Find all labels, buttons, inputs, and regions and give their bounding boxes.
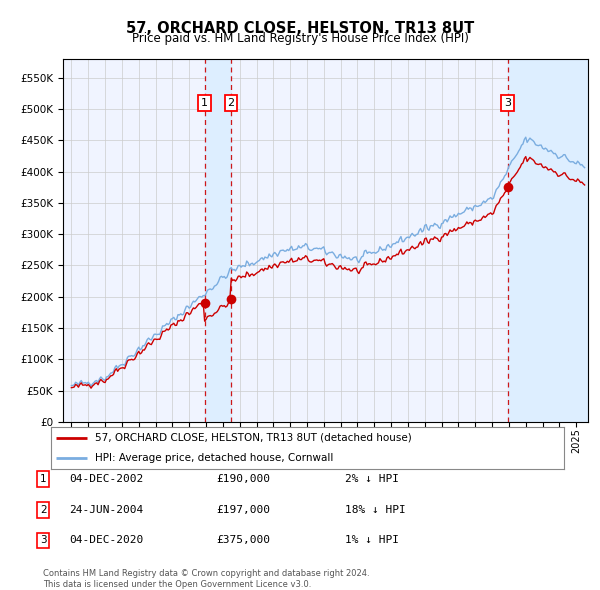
- Text: 1: 1: [201, 98, 208, 108]
- Text: 04-DEC-2020: 04-DEC-2020: [69, 536, 143, 545]
- Text: 3: 3: [40, 536, 47, 545]
- Text: 2% ↓ HPI: 2% ↓ HPI: [345, 474, 399, 484]
- Text: 3: 3: [504, 98, 511, 108]
- Text: 57, ORCHARD CLOSE, HELSTON, TR13 8UT: 57, ORCHARD CLOSE, HELSTON, TR13 8UT: [126, 21, 474, 35]
- Bar: [508, 59, 588, 422]
- Text: Price paid vs. HM Land Registry's House Price Index (HPI): Price paid vs. HM Land Registry's House …: [131, 32, 469, 45]
- Text: 04-DEC-2002: 04-DEC-2002: [69, 474, 143, 484]
- Bar: [205, 59, 231, 422]
- Text: £375,000: £375,000: [216, 536, 270, 545]
- Text: 2: 2: [40, 505, 47, 514]
- Text: £197,000: £197,000: [216, 505, 270, 514]
- Text: 1: 1: [40, 474, 47, 484]
- Text: This data is licensed under the Open Government Licence v3.0.: This data is licensed under the Open Gov…: [43, 579, 311, 589]
- Text: 24-JUN-2004: 24-JUN-2004: [69, 505, 143, 514]
- Text: HPI: Average price, detached house, Cornwall: HPI: Average price, detached house, Corn…: [95, 453, 333, 463]
- Text: 57, ORCHARD CLOSE, HELSTON, TR13 8UT (detached house): 57, ORCHARD CLOSE, HELSTON, TR13 8UT (de…: [95, 432, 412, 442]
- Text: 1% ↓ HPI: 1% ↓ HPI: [345, 536, 399, 545]
- Text: £190,000: £190,000: [216, 474, 270, 484]
- Text: 18% ↓ HPI: 18% ↓ HPI: [345, 505, 406, 514]
- Text: 2: 2: [227, 98, 235, 108]
- Text: Contains HM Land Registry data © Crown copyright and database right 2024.: Contains HM Land Registry data © Crown c…: [43, 569, 370, 578]
